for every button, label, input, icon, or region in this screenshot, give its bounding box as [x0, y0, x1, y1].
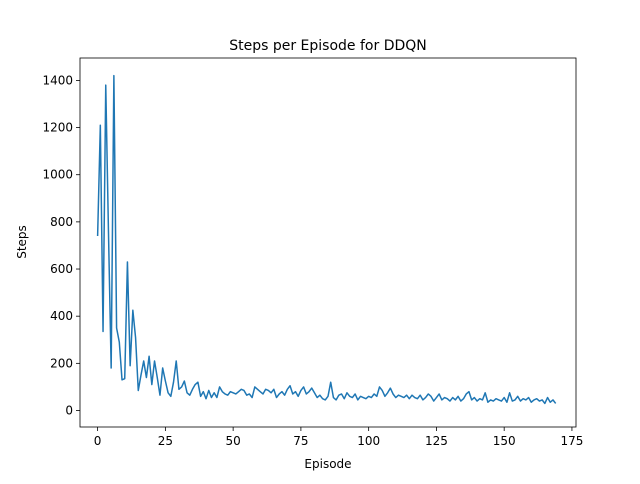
plot-area: [96, 74, 557, 405]
x-tick-label: 25: [158, 434, 173, 448]
x-tick-label: 75: [293, 434, 308, 448]
x-tick-label: 150: [493, 434, 516, 448]
chart-title: Steps per Episode for DDQN: [229, 38, 427, 54]
series-line-0: [96, 74, 557, 405]
y-tick-label: 800: [50, 215, 73, 229]
y-tick-label: 1200: [42, 121, 73, 135]
y-tick-label: 1000: [42, 168, 73, 182]
y-tick-label: 200: [50, 356, 73, 370]
x-axis-label: Episode: [304, 457, 351, 471]
y-tick-label: 0: [65, 403, 73, 417]
y-tick-label: 1400: [42, 73, 73, 87]
y-axis-label: Steps: [15, 225, 29, 259]
x-tick-label: 50: [225, 434, 240, 448]
y-tick-label: 400: [50, 309, 73, 323]
x-tick-label: 0: [94, 434, 102, 448]
x-tick-label: 100: [357, 434, 380, 448]
plot-frame: [79, 57, 577, 428]
x-tick-label: 125: [425, 434, 448, 448]
x-tick-label: 175: [560, 434, 583, 448]
y-tick-label: 600: [50, 262, 73, 276]
axes: 0 25 50 75 100 125 150 175 0 200 400 600 800 1000 1200…: [42, 57, 583, 448]
